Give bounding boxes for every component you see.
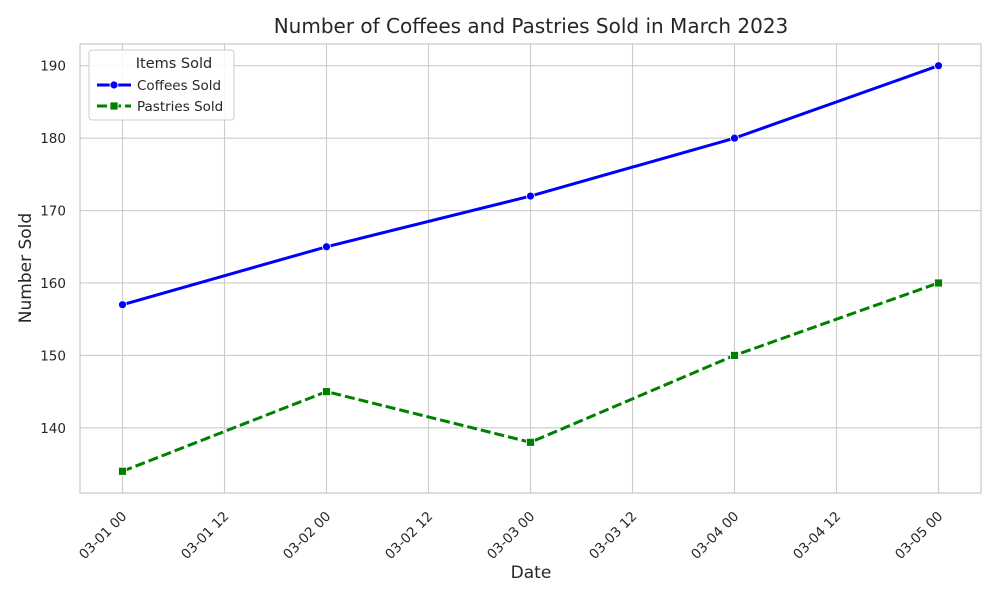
pastries-sold-point (730, 351, 739, 360)
pastries-sold-legend-label: Pastries Sold (137, 99, 223, 115)
x-tick-label: 03-05 00 (892, 509, 946, 563)
pastries-sold-legend-marker (109, 101, 119, 111)
x-tick-label: 03-04 12 (790, 509, 844, 563)
x-tick-label: 03-03 00 (484, 509, 538, 563)
ticks: 03-01 00 03-01 12 03-02 00 03-02 12 03-03 00… (40, 59, 946, 563)
y-axis-label: Number Sold (16, 213, 36, 323)
y-tick-label: 150 (40, 348, 66, 364)
legend: Items Sold Coffees Sold Pastries Sold (88, 49, 235, 121)
pastries-sold-point (118, 466, 127, 476)
coffees-sold-point (322, 242, 331, 252)
coffees-sold-point (730, 133, 739, 143)
x-tick-label: 03-04 00 (688, 509, 742, 563)
x-tick-label: 03-02 00 (280, 509, 334, 563)
y-tick-label: 180 (40, 131, 66, 147)
coffees-sold-point (118, 300, 127, 310)
pastries-sold-point (934, 278, 943, 288)
y-tick-label: 140 (40, 421, 66, 437)
y-tick-label: 190 (40, 59, 66, 75)
y-tick-label: 170 (40, 204, 66, 220)
series-layer (118, 61, 943, 476)
grid (80, 44, 981, 493)
x-tick-label: 03-03 12 (586, 509, 640, 563)
x-tick-label: 03-01 12 (178, 509, 232, 563)
chart-title: Number of Coffees and Pastries Sold in M… (274, 14, 789, 38)
x-tick-label: 03-02 12 (382, 509, 436, 563)
coffees-sold-point (526, 191, 535, 201)
coffees-sold-point (934, 61, 943, 71)
pastries-sold-point (526, 437, 535, 447)
coffees-sold-legend-marker (109, 80, 119, 90)
coffees-sold-legend-label: Coffees Sold (137, 78, 221, 94)
legend-title: Items Sold (136, 56, 212, 72)
y-tick-label: 160 (40, 276, 66, 292)
plot-frame (79, 43, 982, 494)
x-tick-label: 03-01 00 (76, 509, 130, 563)
x-axis-label: Date (511, 563, 552, 583)
legend-box (88, 49, 235, 121)
pastries-sold-point (322, 387, 331, 397)
